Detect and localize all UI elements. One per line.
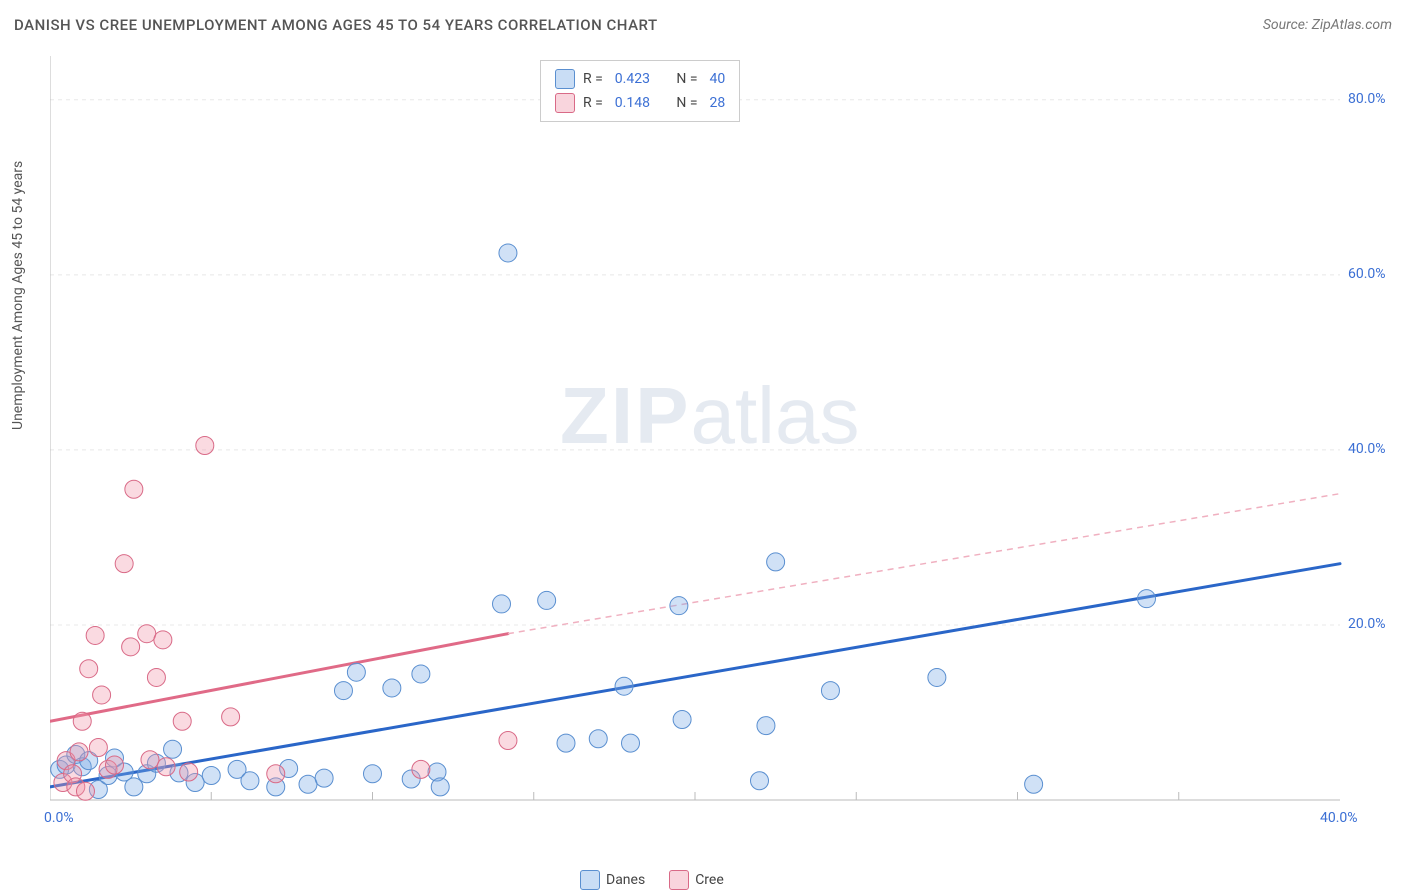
r-value: 0.148 bbox=[615, 95, 650, 111]
r-label: R = bbox=[583, 71, 603, 87]
n-label: N = bbox=[676, 95, 697, 111]
legend-stat-row: R = 0.423 N = 40 bbox=[555, 67, 725, 91]
r-value: 0.423 bbox=[615, 71, 650, 87]
x-tick-label: 40.0% bbox=[1320, 810, 1358, 826]
n-label: N = bbox=[676, 71, 697, 87]
legend-series-item: Danes bbox=[580, 870, 645, 890]
legend-series-item: Cree bbox=[669, 870, 724, 890]
legend-series: Danes Cree bbox=[580, 870, 724, 890]
legend-swatch bbox=[580, 870, 600, 890]
r-label: R = bbox=[583, 95, 603, 111]
y-tick-label: 20.0% bbox=[1348, 616, 1386, 632]
chart-header: DANISH VS CREE UNEMPLOYMENT AMONG AGES 4… bbox=[14, 16, 1392, 34]
y-axis-label: Unemployment Among Ages 45 to 54 years bbox=[10, 161, 26, 430]
legend-swatch bbox=[555, 93, 575, 113]
y-tick-label: 40.0% bbox=[1348, 441, 1386, 457]
legend-series-label: Danes bbox=[606, 872, 645, 888]
source-label: Source: ZipAtlas.com bbox=[1263, 17, 1392, 33]
n-value: 28 bbox=[710, 95, 726, 111]
legend-swatch bbox=[555, 69, 575, 89]
scatter-plot bbox=[50, 56, 1380, 832]
n-value: 40 bbox=[710, 71, 726, 87]
legend-stats: R = 0.423 N = 40 R = 0.148 N = 28 bbox=[540, 60, 740, 122]
y-tick-label: 60.0% bbox=[1348, 266, 1386, 282]
legend-swatch bbox=[669, 870, 689, 890]
legend-series-label: Cree bbox=[695, 872, 724, 888]
x-tick-label: 0.0% bbox=[44, 810, 74, 826]
chart-area bbox=[50, 56, 1380, 832]
legend-stat-row: R = 0.148 N = 28 bbox=[555, 91, 725, 115]
y-tick-label: 80.0% bbox=[1348, 91, 1386, 107]
chart-title: DANISH VS CREE UNEMPLOYMENT AMONG AGES 4… bbox=[14, 16, 658, 34]
